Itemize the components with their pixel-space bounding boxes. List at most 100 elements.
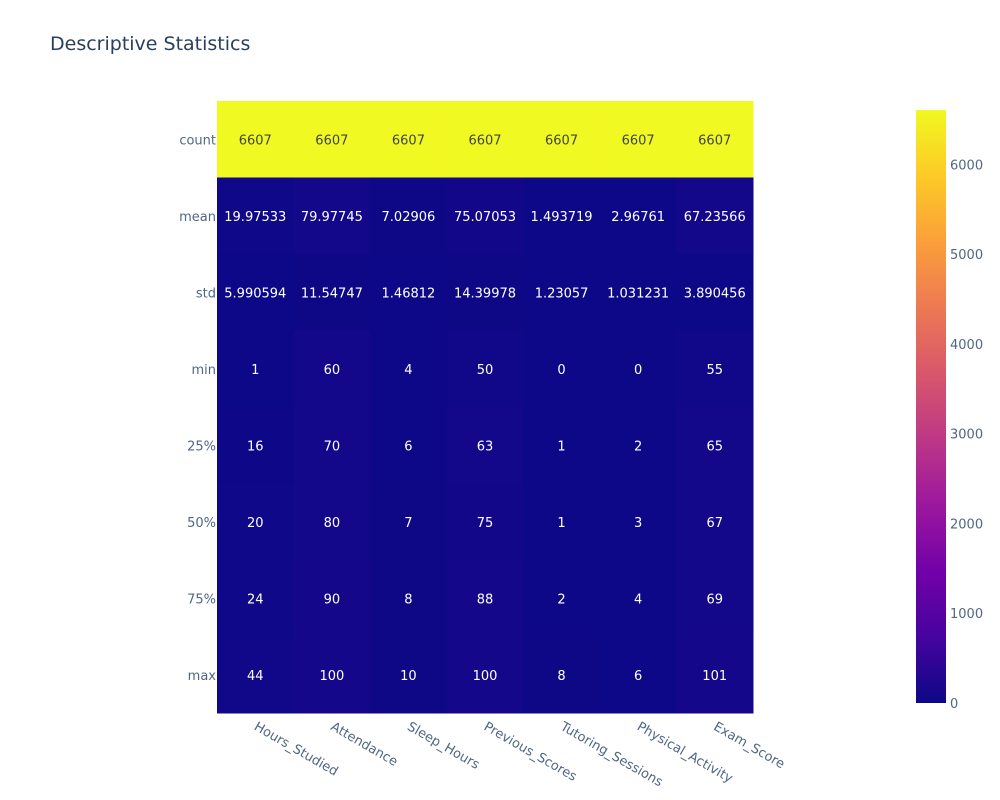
heatmap-cell	[676, 177, 754, 255]
heatmap-cell	[293, 101, 371, 178]
heatmap-cell	[676, 483, 754, 561]
heatmap-cell	[293, 636, 371, 714]
heatmap-cell	[217, 101, 295, 178]
heatmap-cell	[217, 407, 295, 484]
heatmap-cell	[523, 483, 601, 561]
cell-value-label: 75	[477, 516, 494, 531]
cell-value-label: 3.890456	[684, 286, 746, 301]
cell-value-label: 1.031231	[607, 286, 669, 301]
x-tick-label: Exam_Score	[711, 719, 787, 772]
cell-value-label: 50	[477, 363, 494, 378]
cell-value-label: 1	[557, 439, 565, 454]
heatmap-cell	[599, 254, 677, 331]
y-tick-label: min	[191, 363, 216, 378]
cell-value-label: 60	[324, 363, 341, 378]
cell-value-label: 8	[404, 592, 412, 607]
heatmap-cell	[523, 330, 601, 408]
cell-value-label: 6607	[468, 133, 501, 148]
heatmap-cell	[523, 101, 601, 178]
heatmap-cell	[370, 254, 448, 331]
colorbar-tick-label: 1000	[950, 607, 983, 622]
heatmap-cell	[293, 254, 371, 331]
heatmap-cell	[676, 636, 754, 714]
heatmap-cell	[293, 483, 371, 561]
cell-value-label: 1.23057	[535, 286, 589, 301]
colorbar-tick-label: 2000	[950, 517, 983, 532]
cell-value-label: 6607	[698, 133, 731, 148]
cell-value-label: 7	[404, 516, 412, 531]
cell-value-label: 75.07053	[454, 210, 516, 225]
cell-value-label: 65	[706, 439, 723, 454]
cell-value-label: 6607	[545, 133, 578, 148]
cell-value-label: 2.96761	[611, 210, 665, 225]
cell-value-label: 1	[251, 363, 259, 378]
cell-value-label: 2	[634, 439, 642, 454]
heatmap-cell	[370, 636, 448, 714]
heatmap-cell	[523, 177, 601, 255]
cell-value-label: 8	[557, 669, 565, 684]
cell-value-label: 20	[247, 516, 264, 531]
cell-value-label: 67	[706, 516, 723, 531]
cell-value-label: 1.493719	[531, 210, 593, 225]
heatmap-cell	[676, 407, 754, 484]
y-tick-label: count	[179, 133, 216, 148]
cell-value-label: 0	[557, 363, 565, 378]
heatmap-cell	[599, 177, 677, 255]
colorbar-tick-label: 6000	[950, 158, 983, 173]
heatmap-cell	[446, 101, 524, 178]
cell-value-label: 6607	[622, 133, 655, 148]
cell-value-label: 70	[324, 439, 341, 454]
cell-value-label: 6	[634, 669, 642, 684]
heatmap-cell	[599, 330, 677, 408]
heatmap-cell	[370, 407, 448, 484]
heatmap-cell	[523, 407, 601, 484]
heatmap-cell	[676, 254, 754, 331]
colorbar-tick-labels: 0 1000 2000 3000 4000 5000 6000	[950, 158, 983, 712]
heatmap-cell	[676, 101, 754, 178]
cell-value-label: 3	[634, 516, 642, 531]
heatmap-cell	[599, 101, 677, 178]
y-tick-label: mean	[179, 210, 216, 225]
cell-value-label: 11.54747	[301, 286, 363, 301]
y-tick-label: 50%	[187, 516, 216, 531]
heatmap-cell	[523, 560, 601, 637]
cell-value-label: 4	[634, 592, 642, 607]
heatmap-cell	[217, 330, 295, 408]
colorbar	[916, 110, 946, 703]
cell-value-label: 10	[400, 669, 417, 684]
colorbar-tick-label: 3000	[950, 428, 983, 443]
cell-value-label: 44	[247, 669, 264, 684]
heatmap-cell	[217, 254, 295, 331]
cell-value-label: 4	[404, 363, 412, 378]
cell-value-label: 6607	[315, 133, 348, 148]
heatmap-cell	[676, 330, 754, 408]
heatmap-cell	[446, 483, 524, 561]
cell-value-label: 16	[247, 439, 264, 454]
y-tick-label: max	[188, 669, 217, 684]
heatmap-cell	[676, 560, 754, 637]
heatmap-cell	[446, 560, 524, 637]
cell-value-label: 6607	[392, 133, 425, 148]
heatmap-cell	[599, 636, 677, 714]
heatmap-cell	[599, 560, 677, 637]
cell-value-label: 6	[404, 439, 412, 454]
y-tick-label: 25%	[187, 439, 216, 454]
colorbar-tick-label: 4000	[950, 338, 983, 353]
heatmap-cell	[293, 407, 371, 484]
cell-value-label: 0	[634, 363, 642, 378]
heatmap-cell	[446, 636, 524, 714]
cell-value-label: 19.97533	[224, 210, 286, 225]
heatmap-cell	[599, 407, 677, 484]
cell-value-label: 100	[319, 669, 344, 684]
heatmap-cell	[370, 483, 448, 561]
cell-value-label: 63	[477, 439, 494, 454]
heatmap-cell	[293, 560, 371, 637]
y-axis-tick-labels: count mean std min 25% 50% 75% max	[179, 133, 216, 684]
heatmap-cell	[446, 330, 524, 408]
x-tick-label: Attendance	[328, 719, 400, 769]
cell-value-label: 55	[706, 363, 723, 378]
heatmap-cell	[370, 560, 448, 637]
y-tick-label: 75%	[187, 592, 216, 607]
